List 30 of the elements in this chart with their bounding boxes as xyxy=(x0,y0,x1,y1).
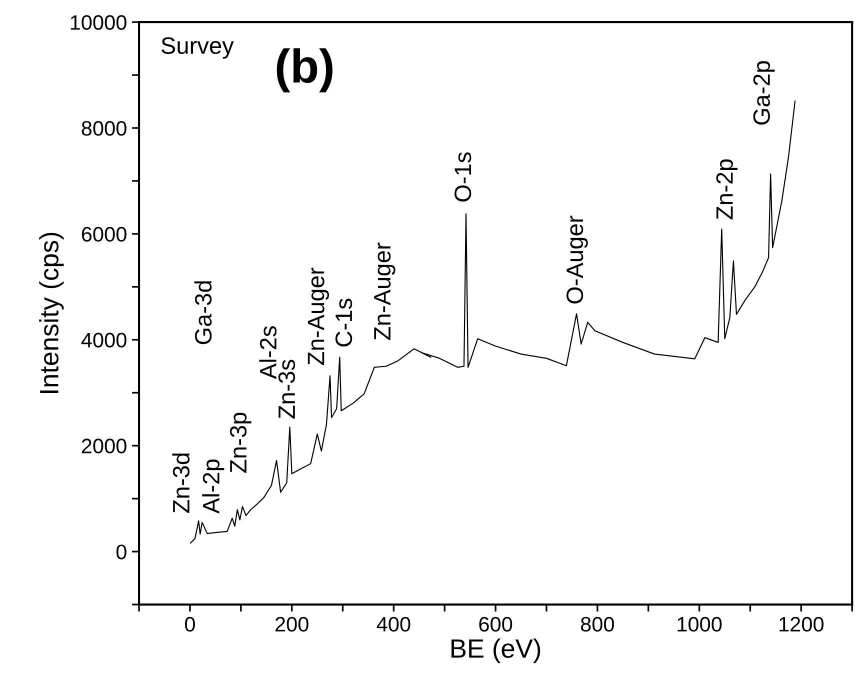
annotation: Zn-Auger xyxy=(374,242,396,340)
y-tick-label: 0 xyxy=(116,544,126,560)
x-tick-label: 1200 xyxy=(780,616,824,632)
x-tick-label: 1000 xyxy=(678,616,722,632)
x-tick-label: 600 xyxy=(479,616,512,632)
y-tick-label: 4000 xyxy=(81,332,126,348)
annotation: Ga-2p xyxy=(753,61,775,125)
y-tick-label: 2000 xyxy=(82,438,126,454)
annotation: Al-2s xyxy=(259,326,277,380)
annotation: Survey xyxy=(161,37,234,59)
x-axis-title: BE (eV) xyxy=(452,638,540,664)
x-tick-label: 0 xyxy=(184,616,195,632)
annotation: O-1s xyxy=(454,152,472,202)
annotation: O-Auger xyxy=(566,216,588,304)
y-tick-label: 8000 xyxy=(82,120,126,136)
y-axis-title: Intensity (cps) xyxy=(39,232,64,393)
annotation: C-1s xyxy=(335,298,352,346)
annotation: Zn-Auger xyxy=(308,268,330,365)
annotation: (b) xyxy=(276,48,332,92)
x-tick-label: 400 xyxy=(376,616,410,632)
y-tick-label: 6000 xyxy=(82,226,126,242)
annotation: Zn-2p xyxy=(716,159,738,220)
annotation: Al-2p xyxy=(202,460,224,514)
x-tick-label: 200 xyxy=(275,616,308,632)
annotation: Zn-3p xyxy=(230,412,252,473)
x-tick-label: 800 xyxy=(580,616,614,632)
annotation: Zn-3s xyxy=(278,360,296,419)
y-tick-label: 10000 xyxy=(70,15,126,30)
annotation: Ga-3d xyxy=(194,281,212,344)
annotation: Zn-3d xyxy=(172,454,190,513)
